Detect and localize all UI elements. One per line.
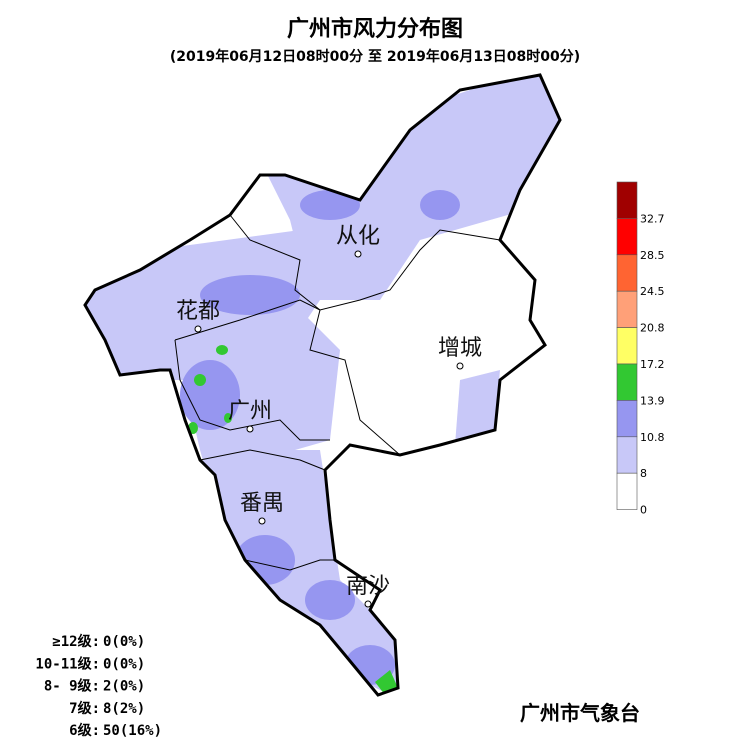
- city-label: 增城: [438, 336, 482, 361]
- legend-swatch: [617, 218, 637, 254]
- city-label: 从化: [336, 224, 380, 249]
- stat-value: 0(0%): [103, 634, 145, 650]
- footer: 广州市气象台: [520, 701, 640, 725]
- subtitle: (2019年06月12日08时00分 至 2019年06月13日08时00分): [170, 48, 580, 65]
- legend-swatch: [617, 400, 637, 436]
- stat-label: 8- 9级:: [44, 678, 100, 695]
- stat-label: 7级:: [69, 700, 100, 717]
- legend-label: 20.8: [640, 322, 665, 335]
- legend-swatch: [617, 291, 637, 327]
- legend-label: 13.9: [640, 394, 665, 407]
- stat-label: 10-11级:: [35, 655, 100, 672]
- legend-label: 28.5: [640, 249, 665, 262]
- legend-swatch: [617, 364, 637, 400]
- legend-swatch: [617, 473, 637, 509]
- legend-label: 0: [640, 504, 647, 517]
- city-label: 番禺: [240, 491, 284, 516]
- city-label: 南沙: [346, 574, 390, 599]
- legend: 32.7 28.5 24.5 20.8 17.2 13.9 10.8 8 0: [617, 182, 665, 517]
- city-dot: [259, 518, 265, 524]
- title: 广州市风力分布图: [287, 16, 463, 42]
- stat-value: 8(2%): [103, 701, 145, 717]
- city-dot: [365, 601, 371, 607]
- legend-label: 24.5: [640, 285, 665, 298]
- city-dot: [247, 426, 253, 432]
- legend-swatch: [617, 437, 637, 473]
- legend-swatch: [617, 255, 637, 291]
- legend-label: 32.7: [640, 212, 665, 225]
- stat-value: 0(0%): [103, 656, 145, 672]
- stat-label: 6级:: [69, 722, 100, 739]
- legend-label: 8: [640, 467, 647, 480]
- legend-swatch: [617, 182, 637, 218]
- stat-label: ≥12级:: [52, 633, 100, 650]
- legend-swatch: [617, 328, 637, 364]
- city-dot: [195, 326, 201, 332]
- legend-label: 17.2: [640, 358, 665, 371]
- city-dot: [457, 363, 463, 369]
- city-dot: [355, 251, 361, 257]
- legend-label: 10.8: [640, 431, 665, 444]
- stats: ≥12级:0(0%)10-11级:0(0%)8- 9级:2(0%)7级:8(2%…: [35, 633, 162, 739]
- city-label: 广州: [228, 399, 272, 424]
- stat-value: 50(16%): [103, 723, 162, 739]
- city-label: 花都: [176, 299, 220, 324]
- stat-value: 2(0%): [103, 679, 145, 695]
